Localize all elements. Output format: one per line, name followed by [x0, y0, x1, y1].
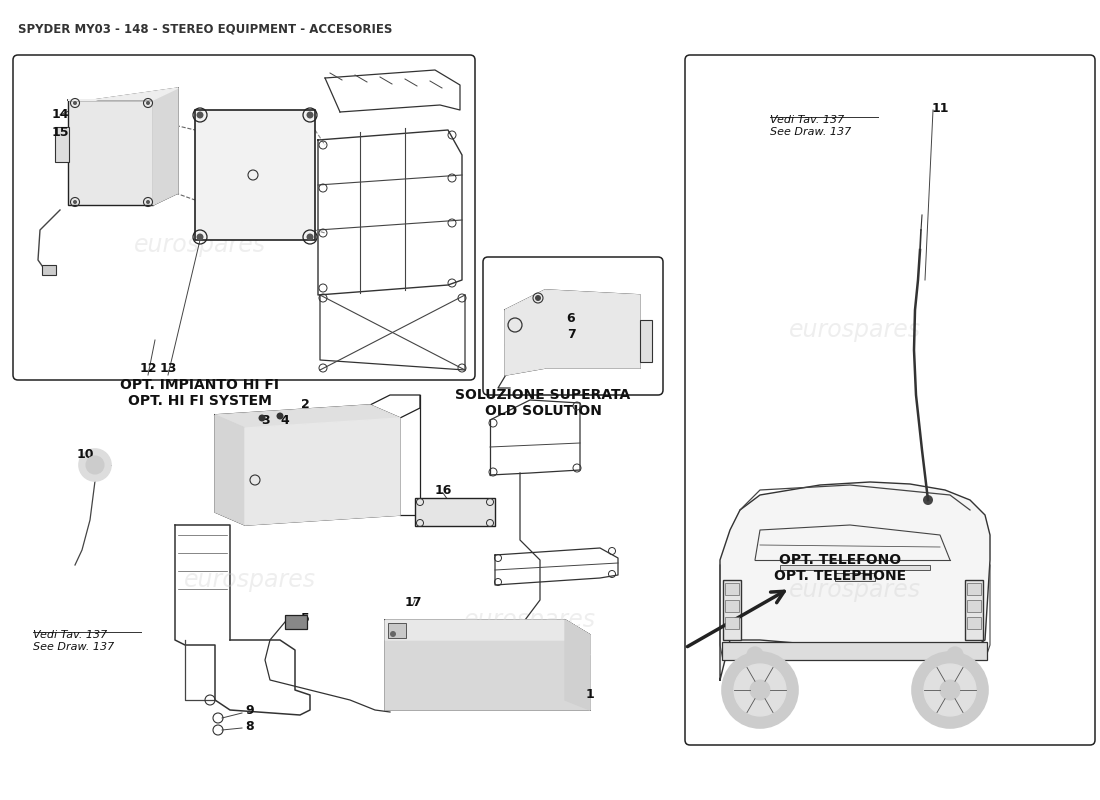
Text: 16: 16	[434, 483, 452, 497]
Polygon shape	[505, 290, 640, 375]
Circle shape	[307, 111, 314, 118]
Circle shape	[390, 631, 396, 637]
Bar	[68, 100, 153, 205]
Text: OPT. IMPIANTO HI FI
OPT. HI FI SYSTEM: OPT. IMPIANTO HI FI OPT. HI FI SYSTEM	[121, 378, 279, 408]
Text: 15: 15	[52, 126, 68, 139]
Text: SPYDER MY03 - 148 - STEREO EQUIPMENT - ACCESORIES: SPYDER MY03 - 148 - STEREO EQUIPMENT - A…	[18, 22, 393, 35]
Circle shape	[79, 449, 111, 481]
Circle shape	[146, 101, 150, 105]
Circle shape	[146, 200, 150, 204]
Text: 12: 12	[140, 362, 156, 374]
Circle shape	[307, 234, 314, 241]
Text: eurospares: eurospares	[522, 318, 607, 333]
Polygon shape	[565, 620, 590, 710]
Circle shape	[940, 680, 960, 700]
Bar	[725, 600, 739, 612]
Circle shape	[258, 414, 265, 422]
Text: 2: 2	[300, 398, 309, 411]
Bar	[722, 642, 987, 660]
Text: eurospares: eurospares	[184, 568, 316, 592]
Bar	[835, 573, 874, 581]
Polygon shape	[385, 640, 590, 710]
Polygon shape	[385, 620, 590, 655]
Polygon shape	[720, 482, 990, 680]
Polygon shape	[153, 88, 178, 205]
Polygon shape	[68, 88, 178, 100]
FancyBboxPatch shape	[483, 257, 663, 395]
Bar	[285, 615, 307, 629]
Bar	[725, 583, 739, 595]
Circle shape	[923, 495, 933, 505]
Circle shape	[734, 664, 786, 716]
Text: eurospares: eurospares	[789, 578, 921, 602]
Text: OPT. TELEFONO
OPT. TELEPHONE: OPT. TELEFONO OPT. TELEPHONE	[774, 553, 906, 583]
Text: 1: 1	[585, 689, 594, 702]
Text: 7: 7	[566, 329, 575, 342]
Text: 13: 13	[160, 362, 177, 374]
Circle shape	[924, 664, 976, 716]
Bar	[723, 580, 741, 640]
Text: 5: 5	[300, 611, 309, 625]
Bar	[42, 265, 56, 275]
Bar	[780, 565, 930, 570]
FancyBboxPatch shape	[13, 55, 475, 380]
FancyBboxPatch shape	[685, 55, 1094, 745]
Circle shape	[86, 456, 104, 474]
Text: 9: 9	[245, 703, 254, 717]
Text: Vedi Tav. 137
See Draw. 137: Vedi Tav. 137 See Draw. 137	[33, 630, 114, 651]
Circle shape	[73, 101, 77, 105]
Bar	[640, 320, 652, 362]
Bar	[388, 623, 406, 638]
Text: 14: 14	[52, 109, 68, 122]
Polygon shape	[245, 418, 400, 525]
Circle shape	[750, 680, 770, 700]
Bar	[415, 498, 495, 526]
Circle shape	[535, 295, 541, 301]
Text: eurospares: eurospares	[134, 233, 266, 257]
Text: SOLUZIONE SUPERATA
OLD SOLUTION: SOLUZIONE SUPERATA OLD SOLUTION	[455, 388, 630, 418]
Bar	[965, 580, 983, 640]
Bar	[967, 600, 981, 612]
Polygon shape	[214, 415, 245, 525]
Text: 8: 8	[245, 719, 254, 733]
Circle shape	[197, 111, 204, 118]
Bar	[725, 617, 739, 629]
Bar	[967, 583, 981, 595]
Bar	[967, 617, 981, 629]
Text: Vedi Tav. 137
See Draw. 137: Vedi Tav. 137 See Draw. 137	[770, 115, 851, 137]
Bar	[195, 110, 315, 240]
Circle shape	[276, 413, 284, 419]
Text: eurospares: eurospares	[789, 318, 921, 342]
Polygon shape	[214, 405, 400, 428]
Text: 6: 6	[566, 311, 575, 325]
Circle shape	[722, 652, 798, 728]
Text: 10: 10	[76, 449, 94, 462]
Text: 4: 4	[280, 414, 289, 426]
Text: eurospares: eurospares	[464, 608, 596, 632]
Text: 11: 11	[932, 102, 948, 114]
Circle shape	[197, 234, 204, 241]
Text: 3: 3	[261, 414, 270, 426]
Circle shape	[912, 652, 988, 728]
Circle shape	[947, 647, 962, 663]
Circle shape	[73, 200, 77, 204]
Bar	[55, 127, 69, 162]
Text: 17: 17	[405, 595, 421, 609]
Circle shape	[747, 647, 763, 663]
